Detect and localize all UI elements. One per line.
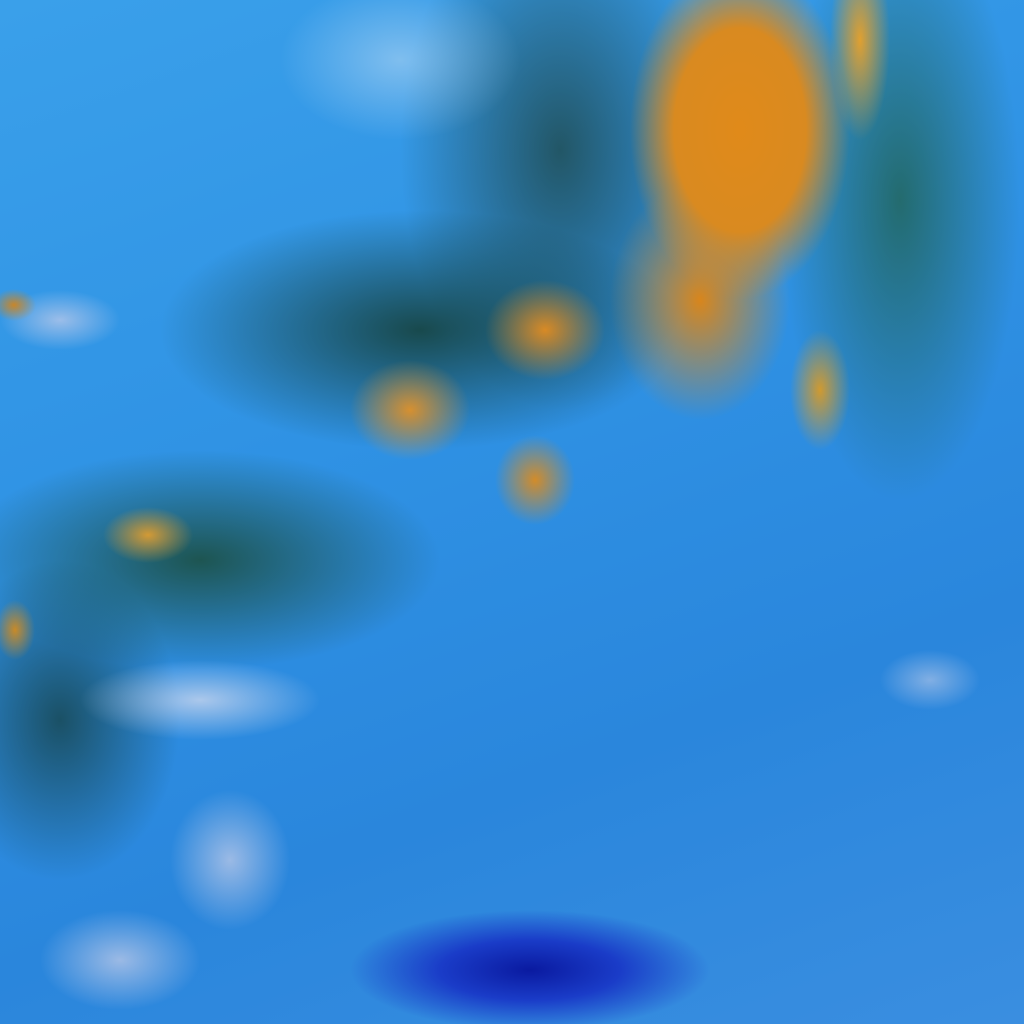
- satellite-false-color-image: [0, 0, 1024, 1024]
- high-cloud-tops: [0, 0, 1024, 1024]
